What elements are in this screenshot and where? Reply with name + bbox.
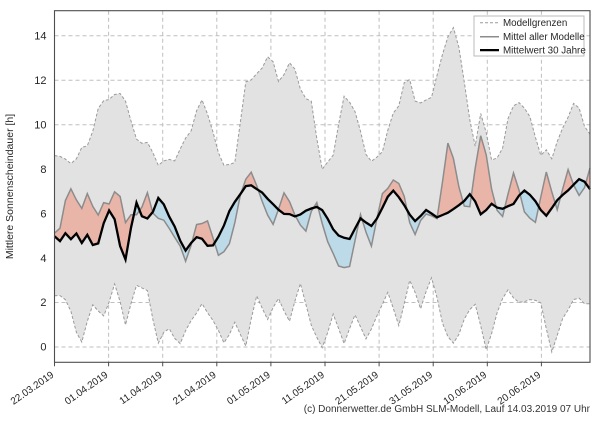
- svg-text:(c) Donnerwetter.de GmbH SLM-M: (c) Donnerwetter.de GmbH SLM-Modell, Lau…: [304, 404, 591, 415]
- svg-text:0: 0: [40, 342, 46, 354]
- svg-text:Mittelwert 30 Jahre: Mittelwert 30 Jahre: [503, 45, 586, 56]
- svg-text:8: 8: [40, 164, 46, 176]
- svg-text:Modellgrenzen: Modellgrenzen: [503, 18, 567, 29]
- svg-text:Mittel aller Modelle: Mittel aller Modelle: [503, 32, 585, 43]
- svg-text:10: 10: [34, 119, 46, 131]
- svg-text:2: 2: [40, 297, 46, 309]
- svg-text:4: 4: [40, 253, 46, 265]
- svg-text:12: 12: [34, 75, 46, 87]
- svg-text:14: 14: [34, 31, 46, 43]
- svg-text:Mittlere Sonnenscheindauer [h]: Mittlere Sonnenscheindauer [h]: [4, 114, 16, 259]
- svg-text:6: 6: [40, 208, 46, 220]
